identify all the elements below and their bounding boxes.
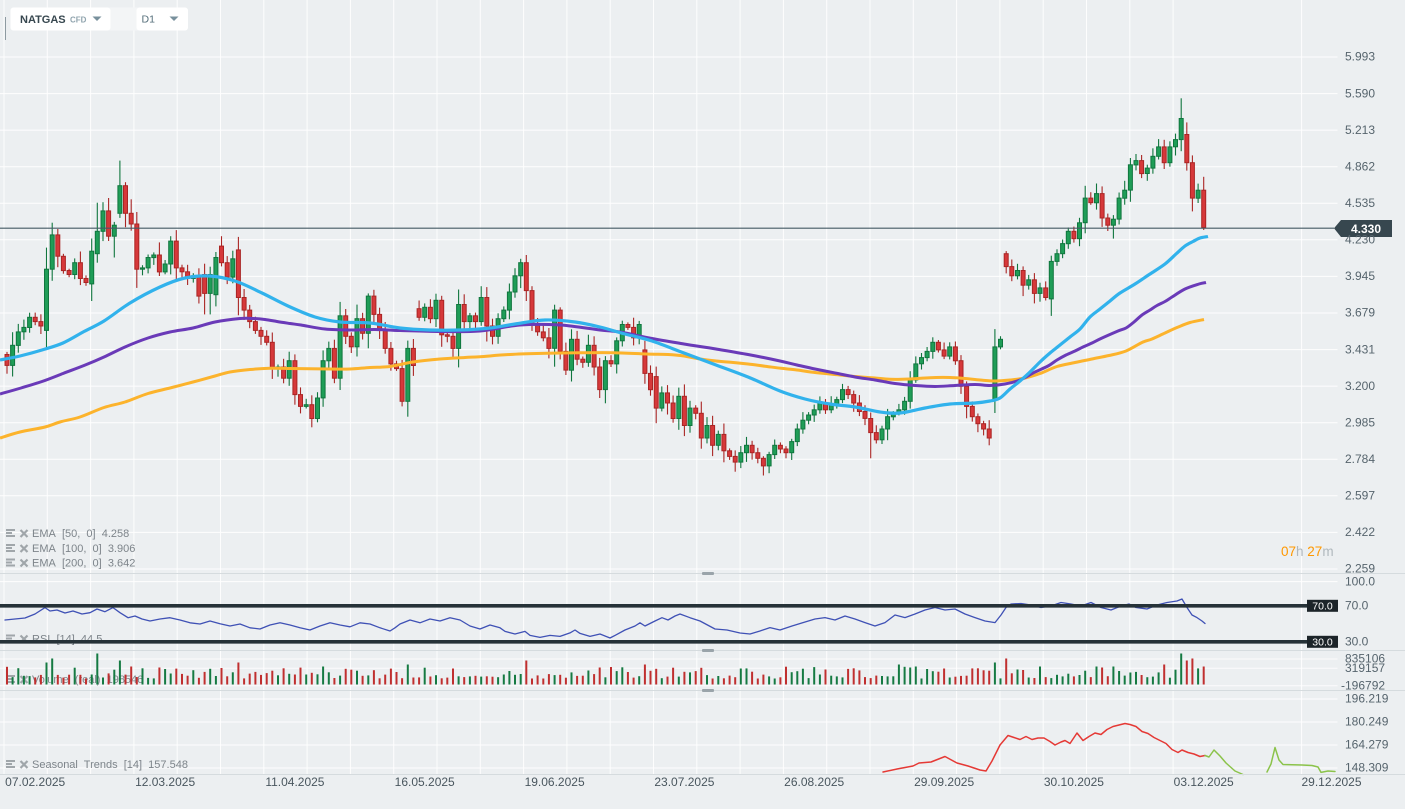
svg-text:2.597: 2.597 xyxy=(1345,489,1375,503)
svg-text:16.05.2025: 16.05.2025 xyxy=(395,775,455,789)
svg-text:2.259: 2.259 xyxy=(1345,562,1375,576)
svg-text:EMA [200, 0] 3.642: EMA [200, 0] 3.642 xyxy=(32,558,135,570)
svg-text:2.422: 2.422 xyxy=(1345,525,1375,539)
svg-text:3.679: 3.679 xyxy=(1345,306,1375,320)
svg-text:4.330: 4.330 xyxy=(1351,222,1381,236)
svg-text:03.12.2025: 03.12.2025 xyxy=(1174,775,1234,789)
svg-text:EMA [100, 0] 3.906: EMA [100, 0] 3.906 xyxy=(32,543,135,555)
svg-text:RSI [14] 44.5: RSI [14] 44.5 xyxy=(32,634,102,646)
svg-text:3.945: 3.945 xyxy=(1345,269,1375,283)
svg-text:319157: 319157 xyxy=(1345,661,1385,675)
svg-text:26.08.2025: 26.08.2025 xyxy=(784,775,844,789)
svg-text:164.279: 164.279 xyxy=(1345,738,1389,752)
svg-text:19.06.2025: 19.06.2025 xyxy=(525,775,585,789)
svg-text:180.249: 180.249 xyxy=(1345,715,1389,729)
svg-text:29.09.2025: 29.09.2025 xyxy=(914,775,974,789)
svg-text:835106: 835106 xyxy=(1345,652,1385,666)
svg-text:2.784: 2.784 xyxy=(1345,452,1375,466)
svg-text:70.0: 70.0 xyxy=(1345,599,1369,613)
svg-text:5.590: 5.590 xyxy=(1345,86,1375,100)
svg-text:196.219: 196.219 xyxy=(1345,692,1389,706)
svg-text:07h 27m: 07h 27m xyxy=(1281,544,1334,559)
svg-text:D1: D1 xyxy=(142,14,156,26)
svg-text:Seasonal Trends [14] 157.54: Seasonal Trends [14] 157.548 xyxy=(32,759,188,771)
svg-text:30.10.2025: 30.10.2025 xyxy=(1044,775,1104,789)
svg-text:5.993: 5.993 xyxy=(1345,50,1375,64)
svg-text:30.0: 30.0 xyxy=(1345,635,1369,649)
svg-text:12.03.2025: 12.03.2025 xyxy=(135,775,195,789)
svg-text:148.309: 148.309 xyxy=(1345,761,1389,775)
svg-text:Volume (real) 198546: Volume (real) 198546 xyxy=(32,674,143,686)
svg-text:11.04.2025: 11.04.2025 xyxy=(265,775,324,789)
svg-text:CFD: CFD xyxy=(70,16,87,25)
svg-text:3.200: 3.200 xyxy=(1345,379,1375,393)
svg-text:23.07.2025: 23.07.2025 xyxy=(654,775,714,789)
svg-text:4.535: 4.535 xyxy=(1345,196,1375,210)
svg-text:EMA [50, 0] 4.258: EMA [50, 0] 4.258 xyxy=(32,528,129,540)
svg-text:70.0: 70.0 xyxy=(1312,600,1333,612)
svg-text:30.0: 30.0 xyxy=(1312,636,1333,648)
svg-text:4.230: 4.230 xyxy=(1345,233,1375,247)
svg-text:5.213: 5.213 xyxy=(1345,123,1375,137)
svg-text:4.862: 4.862 xyxy=(1345,159,1375,173)
svg-text:29.12.2025: 29.12.2025 xyxy=(1301,775,1361,789)
svg-text:100.0: 100.0 xyxy=(1345,574,1375,588)
svg-text:2.985: 2.985 xyxy=(1345,415,1375,429)
svg-text:07.02.2025: 07.02.2025 xyxy=(5,775,65,789)
svg-text:3.431: 3.431 xyxy=(1345,342,1375,356)
svg-text:NATGAS: NATGAS xyxy=(20,14,66,26)
svg-text:-196792: -196792 xyxy=(1341,679,1385,693)
